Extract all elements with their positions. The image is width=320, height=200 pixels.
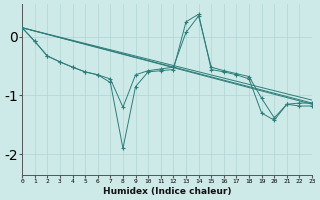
X-axis label: Humidex (Indice chaleur): Humidex (Indice chaleur) [103,187,231,196]
